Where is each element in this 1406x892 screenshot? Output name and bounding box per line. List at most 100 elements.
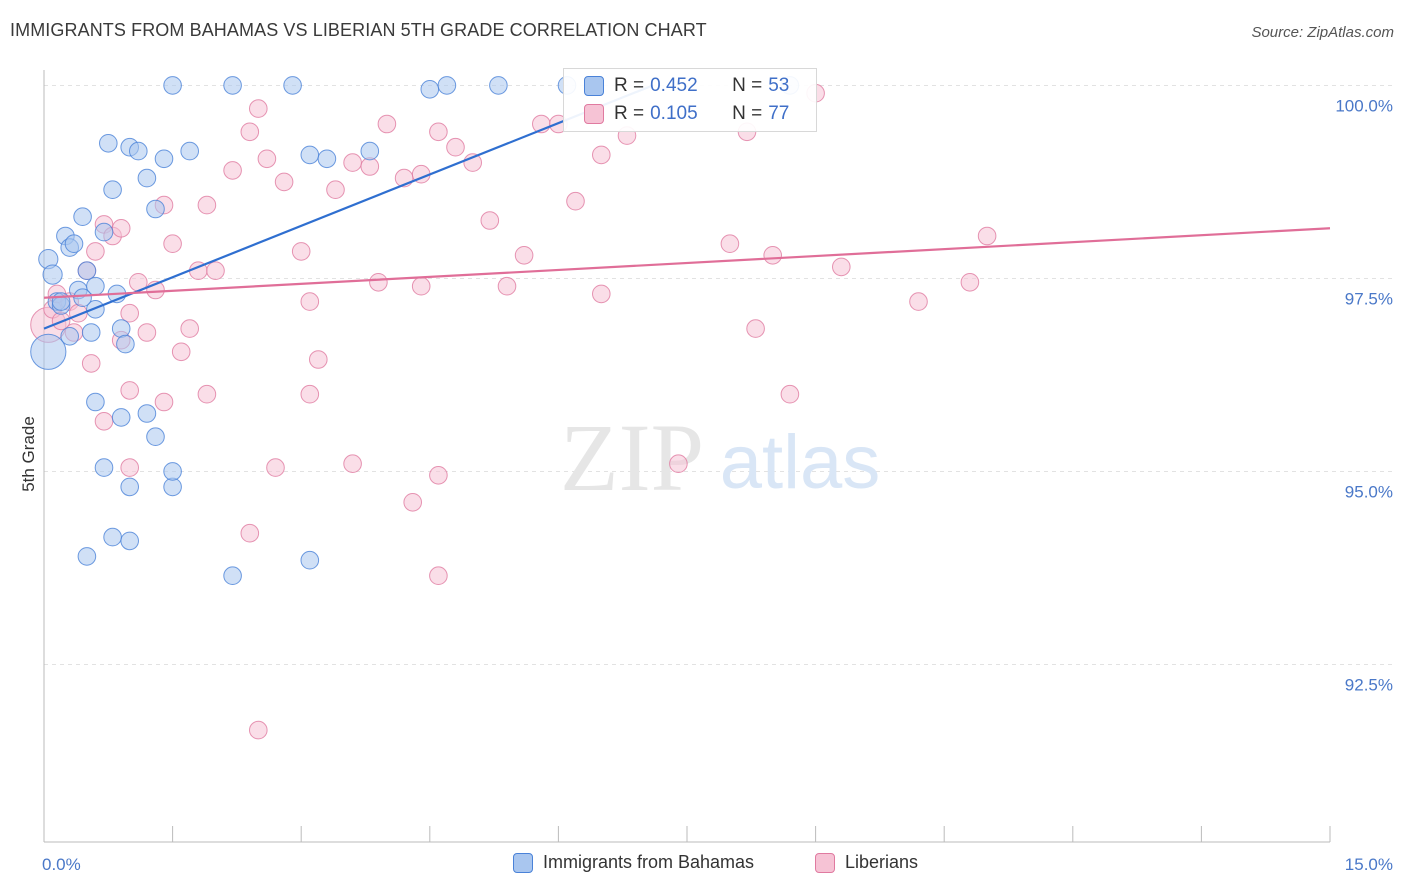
legend-r-value: 0.105 — [650, 103, 698, 124]
legend-n-value: 77 — [768, 103, 790, 124]
liberian-point — [832, 257, 851, 277]
liberian-point — [343, 153, 362, 172]
liberian-point — [566, 191, 585, 211]
bahamas-point — [146, 427, 165, 447]
trend-line-bahamas — [43, 84, 654, 330]
liberian-point — [480, 211, 500, 230]
bahamas-point — [94, 222, 114, 242]
bahamas-point — [317, 149, 337, 169]
y-tick-label: 100.0% — [1335, 96, 1393, 115]
bahamas-point — [103, 180, 122, 199]
bahamas-point — [180, 141, 199, 161]
liberian-point — [909, 292, 928, 311]
trend-lines — [43, 84, 1331, 330]
liberian-point — [960, 273, 980, 292]
bahamas-point — [81, 323, 101, 342]
tick-labels: 92.5% 95.0% 97.5% 100.0% 0.0% 15.0% — [42, 96, 1393, 874]
bahamas-point — [300, 145, 320, 165]
series-legend: Immigrants from Bahamas Liberians — [0, 852, 1406, 878]
bahamas-point — [94, 458, 114, 477]
bahamas-point — [137, 404, 157, 423]
liberian-point — [86, 242, 105, 261]
bahamas-point — [154, 149, 174, 169]
liberian-point — [592, 284, 611, 304]
bahamas-point — [137, 168, 157, 188]
liberian-point — [94, 412, 114, 431]
legend-label-liberians: Liberians — [845, 852, 919, 872]
legend-n-label: N = — [732, 103, 763, 124]
y-tick-label: 97.5% — [1345, 289, 1393, 308]
source-label: Source: ZipAtlas.com — [1251, 24, 1394, 41]
liberian-point — [223, 161, 242, 180]
bahamas-point — [300, 550, 320, 570]
legend-r-label: R = — [614, 103, 645, 124]
bahamas-point — [73, 207, 92, 226]
liberian-point — [240, 523, 260, 543]
bahamas-point — [129, 141, 148, 161]
bahamas-point — [163, 76, 182, 95]
series-liberians — [30, 83, 997, 740]
legend-item-bahamas: Immigrants from Bahamas — [513, 852, 754, 873]
legend-label-bahamas: Immigrants from Bahamas — [543, 852, 755, 872]
liberian-point — [429, 466, 448, 485]
bahamas-point — [489, 76, 508, 95]
liberian-point — [720, 234, 740, 253]
bahamas-point — [60, 327, 79, 346]
bahamas-point — [360, 141, 380, 161]
liberian-point — [81, 354, 101, 373]
legend-swatch-bahamas — [513, 852, 533, 873]
liberian-point — [403, 493, 423, 512]
liberian-point — [377, 114, 397, 134]
liberian-point — [257, 149, 277, 169]
liberian-point — [111, 219, 131, 238]
bahamas-point — [223, 76, 242, 95]
liberian-point — [240, 122, 260, 142]
bahamas-point — [120, 531, 139, 551]
liberian-point — [137, 323, 157, 342]
liberian-point — [309, 350, 328, 369]
liberian-point — [300, 384, 320, 404]
grid-lines — [44, 84, 1392, 665]
bahamas-point — [120, 477, 139, 497]
y-axis-label: 5th Grade — [19, 416, 38, 492]
watermark: ZIP atlas — [560, 404, 880, 511]
liberian-point — [592, 145, 611, 165]
chart-title: IMMIGRANTS FROM BAHAMAS VS LIBERIAN 5TH … — [10, 20, 707, 40]
liberian-point — [180, 319, 199, 338]
legend-row-liberians: R = 0.105 N = 77 — [584, 101, 789, 127]
liberian-point — [446, 137, 465, 157]
bahamas-point — [99, 134, 118, 153]
liberian-point — [326, 180, 345, 199]
liberian-point — [763, 246, 783, 265]
bahamas-point — [86, 392, 105, 412]
bahamas-point — [111, 319, 131, 338]
liberian-point — [266, 458, 285, 477]
liberian-point — [197, 384, 217, 404]
liberian-point — [206, 261, 225, 281]
bahamas-point — [223, 566, 242, 586]
correlation-legend: R = 0.452 N = 53 R = 0.105 N = 77 — [563, 68, 817, 132]
axes — [43, 70, 1331, 843]
liberian-point — [120, 381, 139, 400]
legend-row-bahamas: R = 0.452 N = 53 — [584, 73, 789, 99]
bahamas-point — [103, 527, 122, 547]
x-tick-label-max: 15.0% — [1345, 855, 1393, 874]
liberian-point — [197, 195, 217, 215]
bahamas-point — [30, 333, 67, 370]
liberian-point — [497, 276, 517, 296]
liberian-point — [429, 566, 448, 586]
liberian-point — [300, 292, 320, 311]
bahamas-point — [73, 288, 92, 308]
legend-n-label: N = — [732, 75, 763, 96]
legend-swatch-liberians — [584, 104, 604, 124]
legend-r-value: 0.452 — [650, 75, 698, 96]
bahamas-point — [77, 547, 97, 566]
watermark-atlas: atlas — [720, 420, 881, 505]
bahamas-point — [420, 80, 440, 99]
legend-r-label: R = — [614, 75, 645, 96]
liberian-point — [120, 303, 139, 323]
liberian-point — [343, 454, 362, 474]
bahamas-point — [111, 408, 131, 427]
bahamas-point — [86, 300, 105, 319]
